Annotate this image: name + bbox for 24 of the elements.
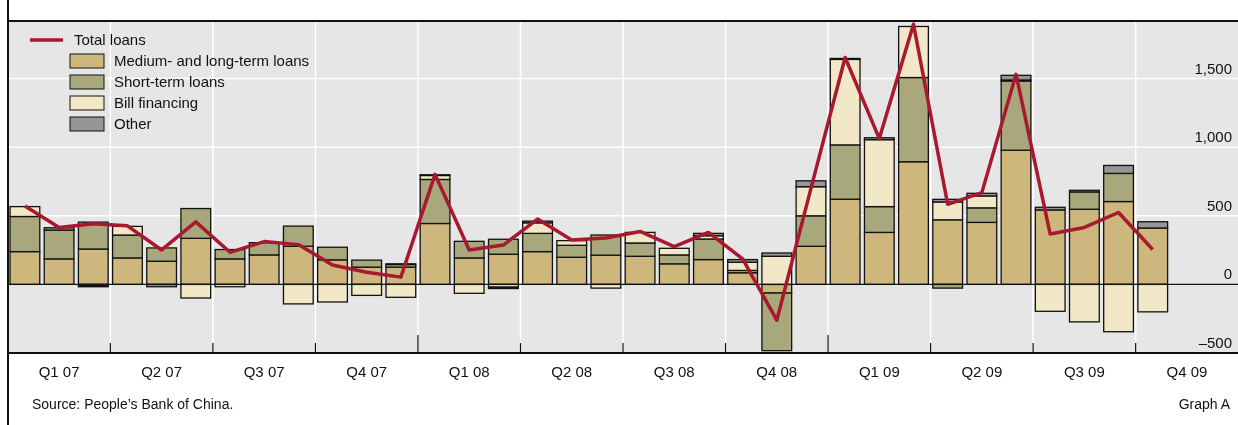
y-tick-label: 500 [1206, 196, 1232, 214]
source-note: Source: People’s Bank of China. [32, 396, 234, 412]
legend-label: Short-term loans [114, 73, 225, 90]
x-tick-label: Q2 09 [961, 363, 1003, 380]
legend-label: Bill financing [114, 94, 199, 111]
x-tick-label: Q1 08 [448, 363, 490, 380]
x-tick-label: Q1 09 [858, 363, 900, 380]
x-tick-label: Q2 08 [551, 363, 593, 380]
x-tick-label: Q4 07 [346, 363, 388, 380]
x-tick-label: Q4 09 [1166, 363, 1208, 380]
x-tick-label: Q2 07 [141, 363, 183, 380]
text: Graph A [1178, 396, 1231, 412]
y-tick-label: 0 [1223, 265, 1232, 283]
x-tick-label: Q4 08 [756, 363, 798, 380]
x-tick-label: Q3 09 [1063, 363, 1105, 380]
y-tick-label: 1,500 [1194, 59, 1232, 77]
x-tick-label: Q3 07 [243, 363, 285, 380]
legend-label: Medium- and long-term loans [114, 52, 310, 69]
x-tick-label: Q3 08 [653, 363, 695, 380]
x-tick-label: Q1 07 [38, 363, 80, 380]
y-tick-label: –500 [1198, 334, 1232, 351]
legend-label: Other [114, 115, 152, 132]
legend-label: Total loans [74, 31, 146, 48]
y-tick-label: 1,000 [1194, 128, 1232, 146]
